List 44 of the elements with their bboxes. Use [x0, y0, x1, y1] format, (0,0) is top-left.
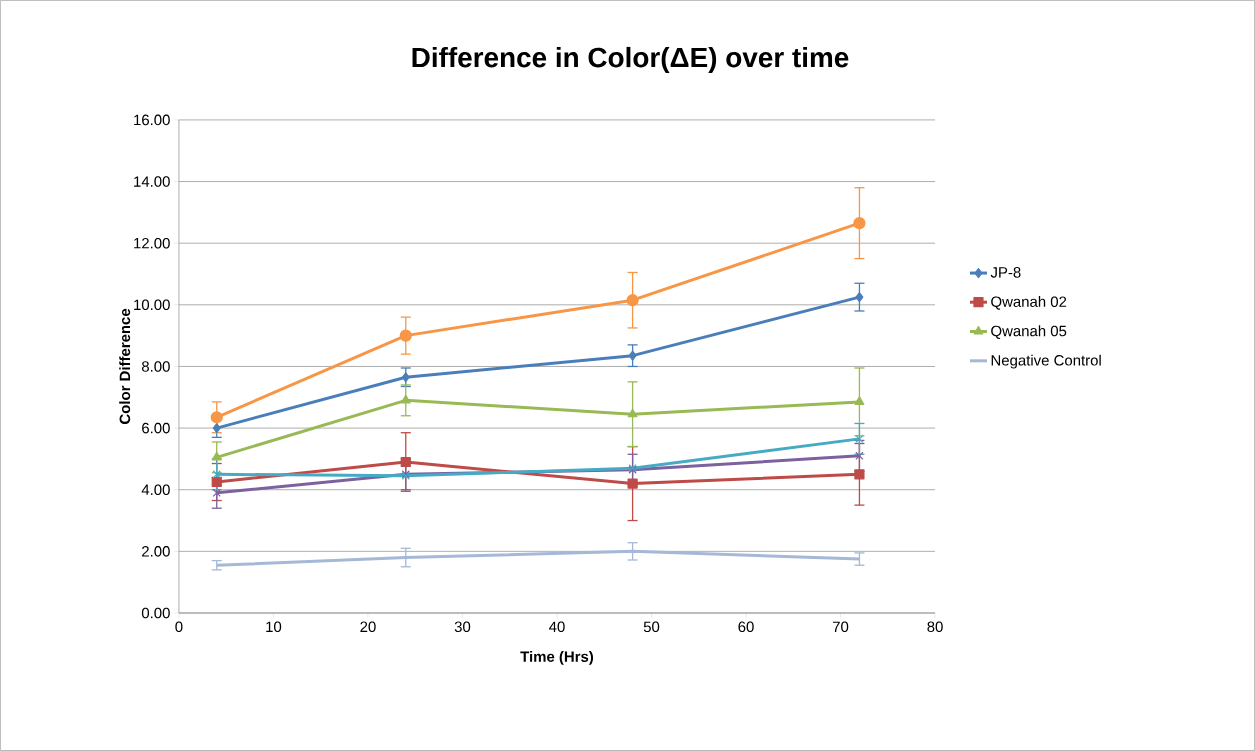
y-tick-label: 6.00	[142, 422, 170, 434]
point	[212, 488, 221, 497]
point	[401, 372, 410, 383]
point	[853, 217, 866, 230]
y-tick-label: 0.00	[141, 607, 170, 619]
x-tick-label: 80	[927, 621, 943, 633]
x-tick-label: 70	[832, 621, 849, 633]
point	[855, 434, 864, 444]
y-tick-label: 10.00	[134, 299, 170, 311]
y-tick-label: 16.00	[134, 114, 170, 126]
legend-label: Negative Control	[991, 354, 1101, 369]
x-tick-label: 30	[454, 621, 471, 633]
point	[855, 292, 864, 303]
x-tick-label: 60	[738, 621, 754, 633]
y-tick-label: 8.00	[141, 361, 170, 372]
y-tick-label: 4.00	[141, 484, 170, 496]
legend-label: JP-8	[990, 267, 1021, 278]
x-tick-label: 40	[549, 621, 565, 633]
x-tick-label: 0	[175, 621, 183, 633]
point	[399, 329, 412, 342]
point	[854, 469, 865, 480]
point	[855, 451, 864, 461]
point	[211, 451, 222, 461]
point	[627, 408, 638, 418]
point	[400, 394, 411, 404]
y-tick-label: 12.00	[134, 237, 170, 249]
point	[854, 396, 865, 406]
point	[212, 470, 221, 479]
y-tick-label: 2.00	[142, 546, 170, 557]
x-tick-label: 10	[266, 621, 282, 633]
y-axis-title: Color Difference	[119, 308, 131, 425]
x-axis-title: Time (Hrs)	[520, 650, 594, 665]
point	[627, 478, 638, 489]
legend-label: Qwanah 05	[991, 325, 1067, 340]
point	[626, 294, 639, 307]
x-tick-label: 50	[643, 621, 660, 633]
point	[628, 350, 637, 361]
x-tick-label: 20	[360, 621, 376, 633]
point	[400, 456, 411, 468]
chart-title: Difference in Color(ΔE) over time	[412, 46, 849, 73]
legend-label: Qwanah 02	[991, 296, 1067, 310]
point	[212, 423, 221, 434]
y-tick-label: 14.00	[134, 176, 170, 187]
point	[210, 411, 223, 424]
